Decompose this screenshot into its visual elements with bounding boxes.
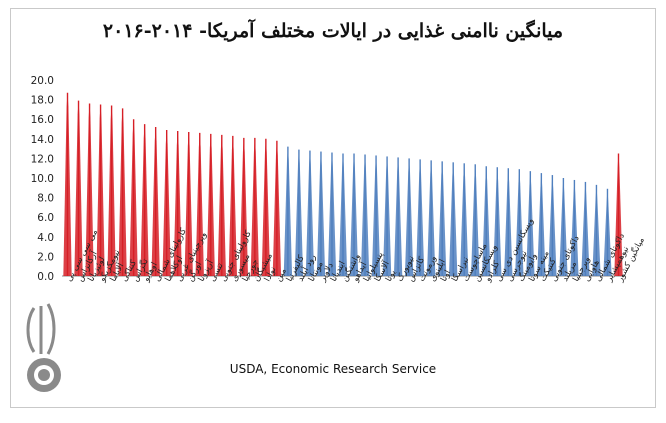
bar <box>592 184 601 276</box>
bar <box>581 181 590 276</box>
y-tick-label: 6.0 <box>37 212 54 224</box>
bar <box>437 161 447 276</box>
bar <box>228 135 237 276</box>
bar <box>460 163 469 276</box>
bar <box>471 164 480 276</box>
bar <box>63 92 72 277</box>
logo-arc-right <box>46 303 56 355</box>
bar <box>217 134 226 276</box>
bar <box>294 149 304 276</box>
bar <box>85 103 94 277</box>
y-tick-label: 4.0 <box>37 232 54 244</box>
bar <box>449 162 458 276</box>
bar <box>349 153 359 276</box>
bar <box>570 179 579 276</box>
y-tick-label: 8.0 <box>37 193 54 205</box>
bar <box>537 173 546 276</box>
x-tick-label: اوتا <box>439 269 453 284</box>
bar <box>371 155 381 276</box>
y-tick-label: 20.0 <box>31 75 54 87</box>
bar <box>316 151 326 276</box>
source-note: USDA, Economic Research Service <box>229 362 437 376</box>
bar <box>162 129 171 276</box>
bar <box>415 159 425 276</box>
bar <box>338 153 348 276</box>
y-tick-label: 10.0 <box>31 173 54 185</box>
bar <box>404 158 414 276</box>
bar <box>327 152 337 276</box>
logo-arc-left <box>26 307 36 353</box>
bar <box>261 138 271 276</box>
bar <box>129 119 138 276</box>
y-tick-label: 0.0 <box>37 271 54 283</box>
bar <box>482 166 491 276</box>
bar <box>206 133 215 276</box>
bar <box>603 188 612 276</box>
bar <box>140 124 149 276</box>
bar <box>239 137 249 276</box>
bar <box>526 171 535 276</box>
bar <box>426 160 436 276</box>
bar <box>305 150 315 276</box>
bar <box>173 130 182 276</box>
y-tick-label: 16.0 <box>31 114 54 126</box>
bar <box>74 100 83 276</box>
bar <box>195 132 204 276</box>
bar <box>272 140 282 276</box>
bars <box>63 92 623 277</box>
bar <box>107 105 116 276</box>
bar <box>614 153 623 276</box>
bar <box>504 168 513 276</box>
bar <box>559 178 568 276</box>
logo-dot <box>38 369 50 381</box>
bar <box>250 137 260 276</box>
bar <box>493 167 502 276</box>
y-tick-label: 14.0 <box>31 134 54 146</box>
bar <box>184 131 193 276</box>
bar <box>515 169 524 276</box>
chart-title: میانگین ناامنی غذایی در ایالات مختلف آمر… <box>102 20 564 42</box>
bar <box>393 157 403 276</box>
y-tick-label: 2.0 <box>37 251 54 263</box>
bar <box>96 104 105 276</box>
bar <box>360 154 370 276</box>
bar <box>151 127 160 276</box>
bar <box>118 108 127 276</box>
y-tick-label: 18.0 <box>31 95 54 107</box>
y-tick-label: 12.0 <box>31 153 54 165</box>
bar <box>382 156 392 276</box>
bar <box>283 146 293 276</box>
bar <box>548 175 557 276</box>
news-agency-logo <box>26 303 61 392</box>
